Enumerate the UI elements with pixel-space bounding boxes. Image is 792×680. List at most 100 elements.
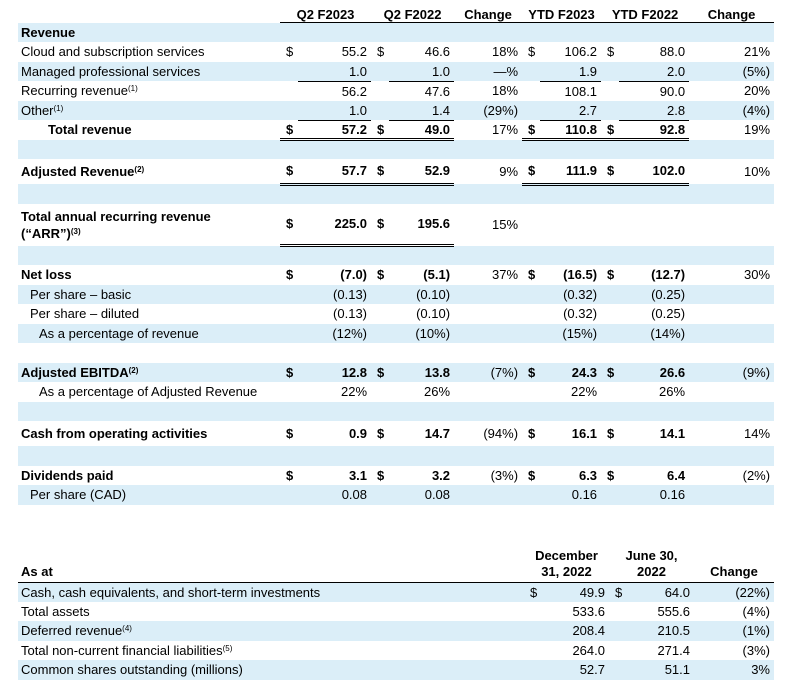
value-ytd-f2023: (15%) <box>540 323 602 343</box>
currency-symbol: $ <box>371 159 390 186</box>
change-quarter: 15% <box>492 217 519 232</box>
value-ytd-f2023: 6.3 <box>578 467 598 483</box>
currency-symbol: $ <box>607 467 615 483</box>
value-ytd-f2023: 108.1 <box>564 83 598 99</box>
value-ytd-f2022: 0.16 <box>619 485 690 505</box>
adjusted-revenue-row: Adjusted Revenue(2) $ 57.7 $ 52.9 9% $ 1… <box>18 159 774 186</box>
spacer-row <box>18 245 775 265</box>
change-quarter: (29%) <box>454 100 523 120</box>
row-label: Adjusted Revenue(2) <box>21 164 145 179</box>
row-label: Recurring revenue(1) <box>21 83 138 99</box>
value-q2-f2022: 47.6 <box>424 83 451 99</box>
spacer-row <box>18 343 774 363</box>
currency-symbol: $ <box>371 203 390 247</box>
currency-symbol: $ <box>607 426 615 441</box>
currency-symbol: $ <box>601 120 620 141</box>
table-row: Managed professional services 1.0 1.0 —%… <box>18 61 775 82</box>
footnote-marker: (5) <box>222 643 233 653</box>
header-row: Q2 F2023 Q2 F2022 Change YTD F2023 YTD F… <box>18 3 775 23</box>
value-q2-f2023: (0.13) <box>333 306 368 322</box>
value-q2-f2023: 55.2 <box>341 44 368 60</box>
currency-symbol: $ <box>609 582 627 602</box>
value-q2-f2023: 225.0 <box>298 203 372 247</box>
currency-symbol: $ <box>371 120 390 141</box>
row-label: Total non-current financial liabilities(… <box>21 642 233 658</box>
value-ytd-f2022: 26.6 <box>619 362 690 382</box>
value-q2-f2022: 14.7 <box>424 426 451 441</box>
header-december-31-2022: December 31, 2022 <box>524 536 609 583</box>
spacer-row <box>18 184 775 204</box>
currency-symbol: $ <box>522 362 541 382</box>
value-q2-f2022: 49.0 <box>389 120 455 141</box>
currency-symbol: $ <box>528 467 536 483</box>
value-q2-f2023: 1.0 <box>298 100 372 121</box>
value-december-31-2022: 49.9 <box>542 582 609 602</box>
value-q2-f2022: 13.8 <box>389 362 455 382</box>
table-row: As a percentage of Adjusted Revenue 22% … <box>18 382 774 402</box>
table-row: Total assets 533.6 555.6 (4%) <box>18 602 774 622</box>
change-ytd: 14% <box>744 426 771 441</box>
value-q2-f2022: (0.10) <box>416 306 451 322</box>
value-june-30-2022: 271.4 <box>657 642 690 658</box>
row-label: Cash, cash equivalents, and short-term i… <box>18 582 524 602</box>
value-ytd-f2023: 110.8 <box>540 120 602 141</box>
currency-symbol: $ <box>286 267 294 283</box>
change-ytd: (4%) <box>689 100 775 120</box>
value-q2-f2023: (12%) <box>298 323 372 343</box>
row-label: Adjusted EBITDA(2) <box>18 362 280 382</box>
currency-symbol: $ <box>528 267 536 283</box>
header-change: Change <box>694 536 774 583</box>
row-label: Per share (CAD) <box>18 485 280 505</box>
value-ytd-f2023: 1.9 <box>540 61 602 82</box>
header-june-30-2022: June 30, 2022 <box>609 536 694 583</box>
value-ytd-f2023: 0.16 <box>540 485 602 505</box>
footnote-marker: (1) <box>127 84 138 94</box>
value-q2-f2022: 46.6 <box>424 44 451 60</box>
footnote-marker: (1) <box>53 103 64 113</box>
change-ytd: 10% <box>744 164 771 179</box>
row-label: Total assets <box>21 603 90 619</box>
table-row: Recurring revenue(1) 56.2 47.6 18% 108.1… <box>18 81 774 101</box>
change: (1%) <box>694 621 774 641</box>
change-quarter: 18% <box>492 44 519 60</box>
currency-symbol: $ <box>522 159 541 186</box>
value-q2-f2023: 22% <box>340 384 368 400</box>
value-ytd-f2023: (0.32) <box>540 284 602 304</box>
value-ytd-f2022: 2.8 <box>619 100 690 121</box>
value-q2-f2023: (0.13) <box>298 284 372 304</box>
value-ytd-f2022: (12.7) <box>651 267 686 283</box>
currency-symbol: $ <box>286 467 294 483</box>
currency-symbol: $ <box>528 44 536 60</box>
table-row: Per share (CAD) 0.08 0.08 0.16 0.16 <box>18 485 775 505</box>
value-ytd-f2022: (0.25) <box>619 284 690 304</box>
value-q2-f2022: 26% <box>424 384 451 400</box>
currency-symbol: $ <box>522 120 541 141</box>
change-quarter: 9% <box>499 164 519 179</box>
header-change-ytd: Change <box>689 3 775 23</box>
row-label: Deferred revenue(4) <box>18 621 524 641</box>
value-december-31-2022: 533.6 <box>572 603 605 619</box>
currency-symbol: $ <box>601 362 620 382</box>
value-june-30-2022: 64.0 <box>627 582 694 602</box>
dividends-paid-row: Dividends paid $ 3.1 $ 3.2 (3%) $ 6.3 $ … <box>18 466 774 486</box>
change-quarter: 18% <box>492 83 519 99</box>
currency-symbol: $ <box>607 44 615 60</box>
value-ytd-f2022: 6.4 <box>666 467 686 483</box>
change-ytd: 30% <box>744 267 771 283</box>
change-ytd: (9%) <box>689 362 775 382</box>
value-ytd-f2023: (0.32) <box>563 306 598 322</box>
value-q2-f2023: 57.2 <box>298 120 372 141</box>
footnote-marker: (2) <box>128 365 139 375</box>
value-ytd-f2023: 111.9 <box>540 159 602 186</box>
table-row: Cash, cash equivalents, and short-term i… <box>18 582 774 602</box>
currency-symbol: $ <box>607 267 615 283</box>
value-ytd-f2022: (14%) <box>619 323 690 343</box>
value-q2-f2022: (10%) <box>389 323 455 343</box>
value-ytd-f2023: 106.2 <box>564 44 598 60</box>
change: (22%) <box>694 582 774 602</box>
change-ytd: 21% <box>744 44 771 60</box>
currency-symbol: $ <box>280 159 298 186</box>
table-row: As a percentage of revenue (12%) (10%) (… <box>18 323 775 343</box>
table-row: Per share – basic (0.13) (0.10) (0.32) (… <box>18 284 775 304</box>
